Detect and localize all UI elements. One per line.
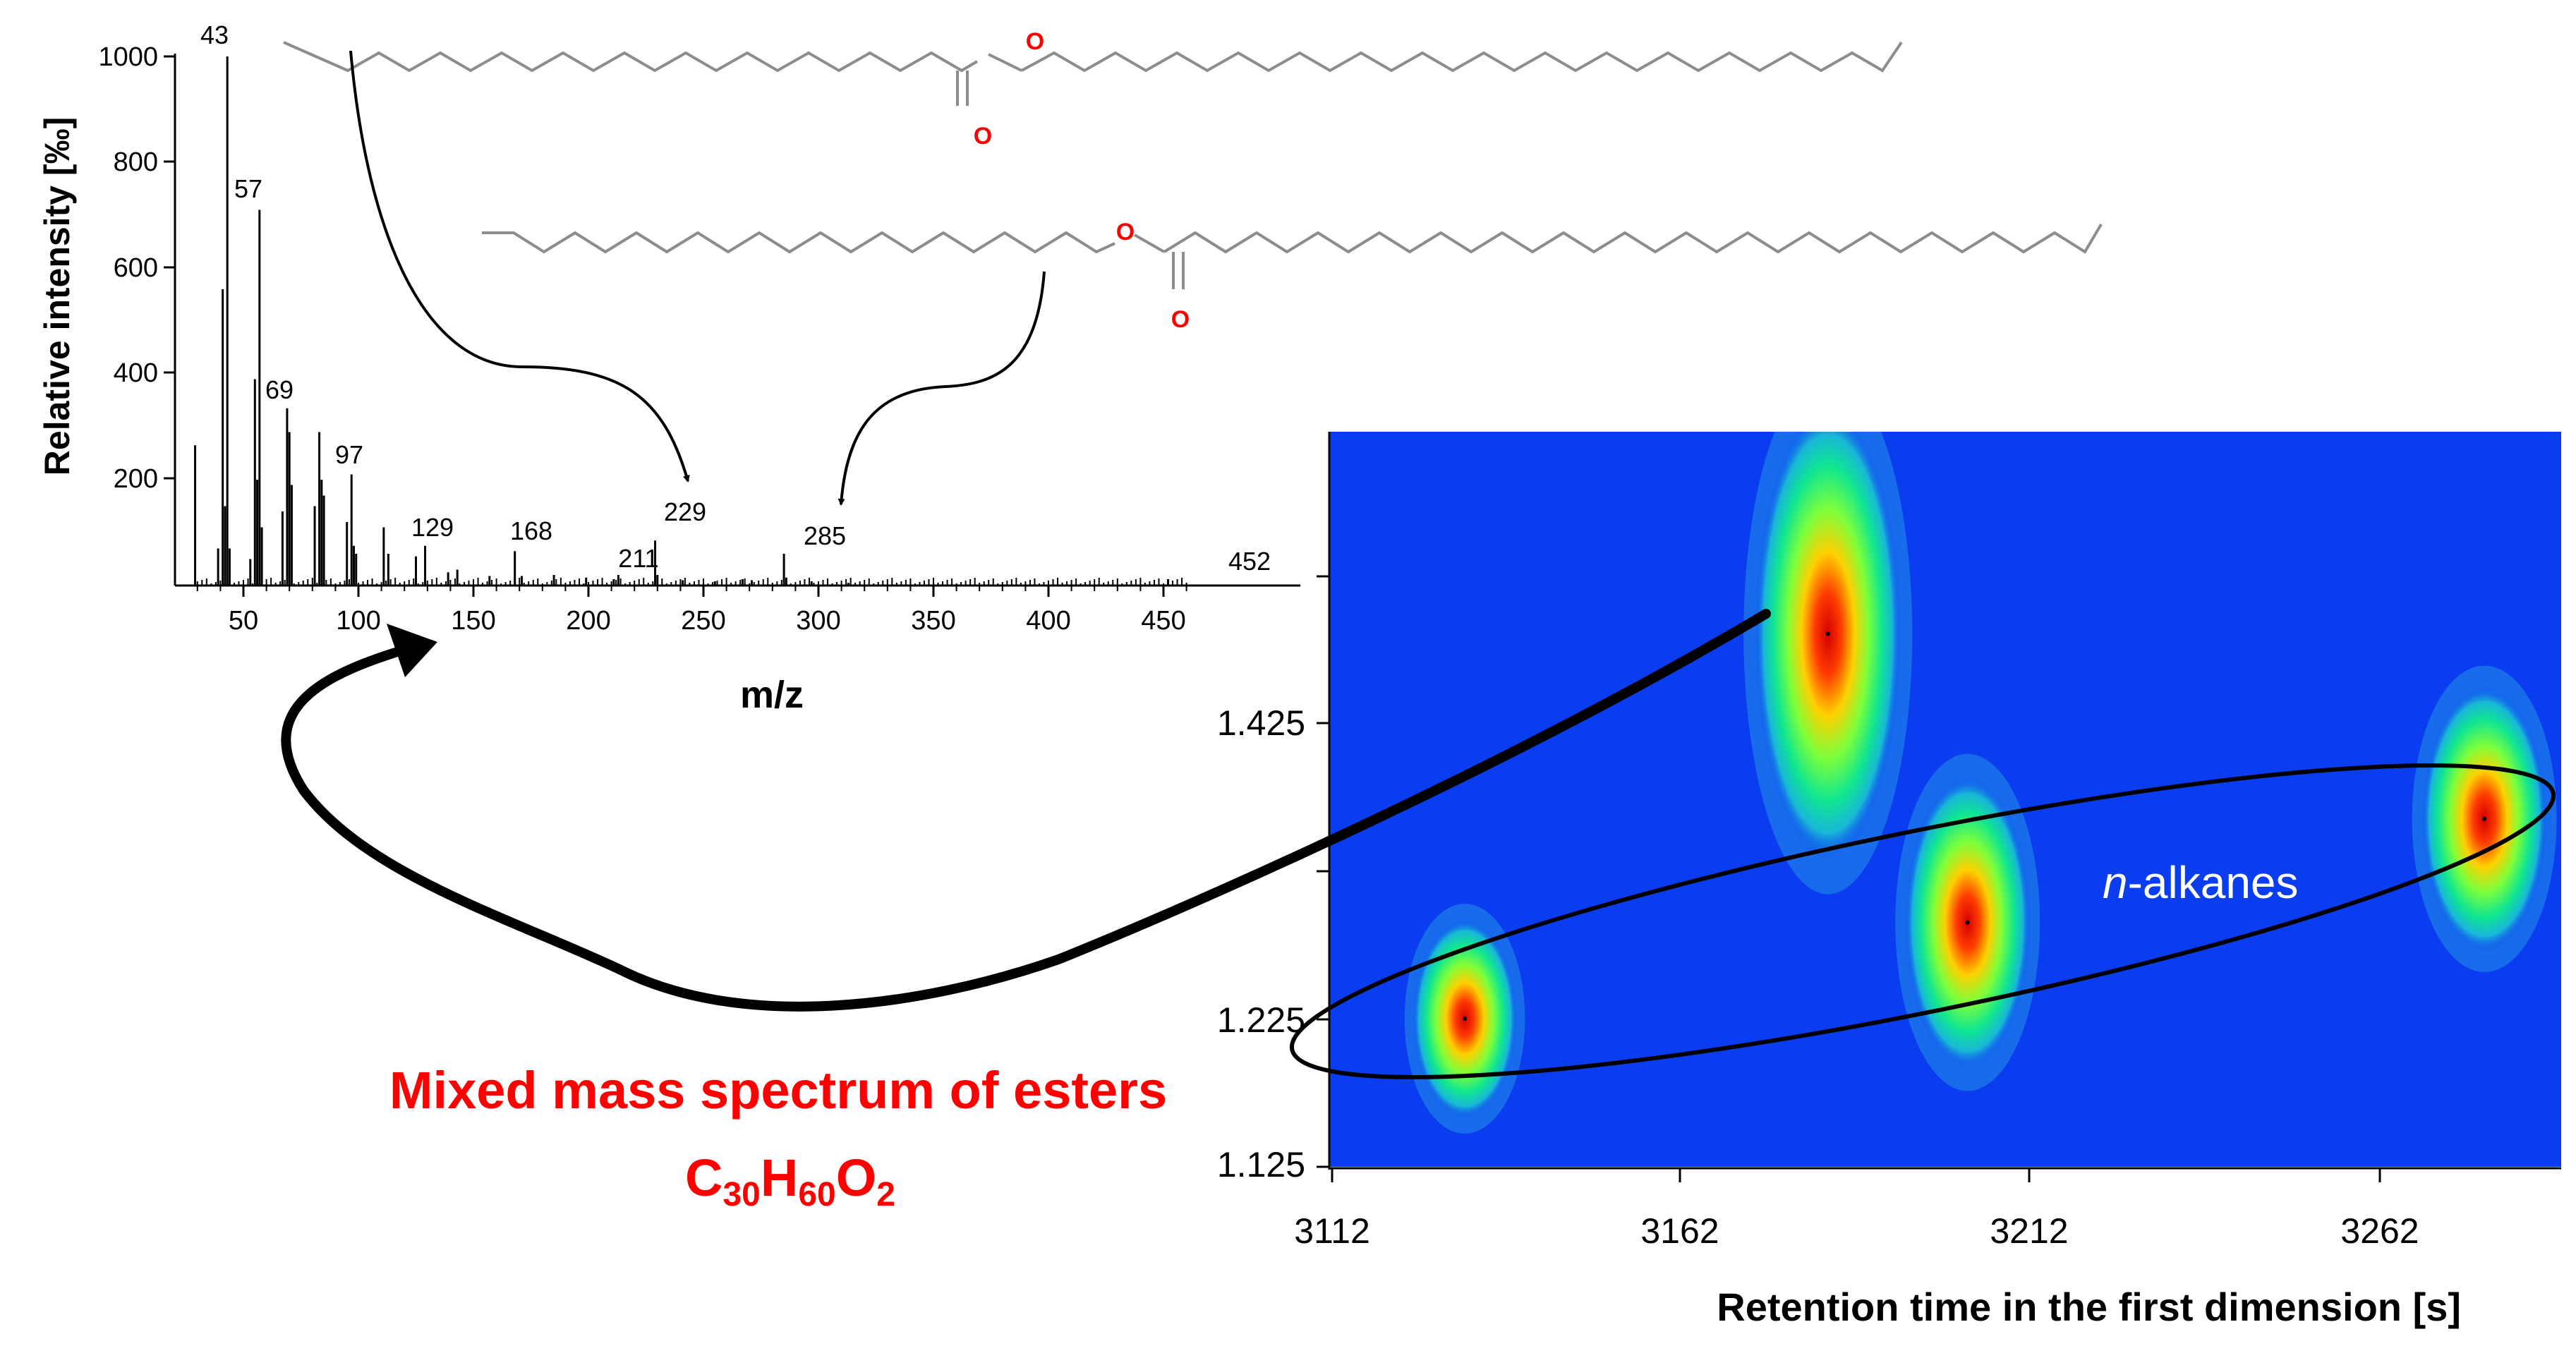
arrow-to-229 bbox=[349, 50, 690, 483]
ester1-ether-oxygen: O bbox=[1026, 28, 1044, 55]
ms-ytick-800: 800 bbox=[114, 147, 158, 177]
peak-label-285: 285 bbox=[804, 521, 846, 550]
contour-x-tick-labels: 3112 3162 3212 3262 bbox=[1294, 1211, 2419, 1251]
ms-ytick-400: 400 bbox=[114, 358, 158, 388]
caption-line1: Mixed mass spectrum of esters bbox=[389, 1061, 1167, 1120]
ms-x-tick-labels: 50 100 150 200 250 300 350 400 450 bbox=[229, 606, 1186, 636]
caption-formula: C30H60O2 bbox=[685, 1148, 895, 1213]
contour-x-ticks bbox=[1331, 1168, 2381, 1182]
arrow-to-285 bbox=[837, 271, 1046, 506]
ms-ytick-600: 600 bbox=[114, 253, 158, 283]
contour-plot: 1.425 1.225 1.125 3112 3162 3212 3262 Re… bbox=[1217, 432, 2561, 1329]
ms-xtick-150: 150 bbox=[451, 606, 495, 636]
peak-label-129: 129 bbox=[411, 513, 454, 542]
ester2-carbonyl-oxygen: O bbox=[1171, 306, 1190, 333]
peak-label-211: 211 bbox=[618, 544, 658, 573]
formula-c: C bbox=[685, 1148, 722, 1207]
ms-xtick-300: 300 bbox=[796, 606, 840, 636]
formula-o: O bbox=[836, 1148, 877, 1207]
ms-xtick-350: 350 bbox=[911, 606, 955, 636]
ester2-long-chain bbox=[1163, 223, 2103, 254]
contour-x-axis-label: Retention time in the first dimension [s… bbox=[1717, 1285, 2461, 1329]
contour-ytick-1425: 1.425 bbox=[1217, 703, 1305, 743]
contour-xtick-3112: 3112 bbox=[1294, 1211, 1370, 1251]
n-alkanes-annotation: n-alkanes bbox=[2103, 857, 2299, 908]
ms-xtick-50: 50 bbox=[229, 606, 258, 636]
formula-o-sub: 2 bbox=[876, 1176, 895, 1213]
big-arrow-head bbox=[387, 624, 437, 677]
ms-xtick-250: 250 bbox=[681, 606, 725, 636]
ms-xtick-400: 400 bbox=[1026, 606, 1070, 636]
ester2-ether-oxygen: O bbox=[1116, 219, 1135, 245]
contour-xtick-3212: 3212 bbox=[1990, 1211, 2068, 1251]
ester2-bond-oc bbox=[1134, 234, 1165, 253]
caption: Mixed mass spectrum of esters C30H60O2 bbox=[389, 1061, 1167, 1213]
ester1-alkyl-chain bbox=[1021, 41, 1903, 73]
contour-y-ticks bbox=[1317, 575, 1329, 1168]
n-alkanes-italic: n bbox=[2103, 857, 2128, 908]
ms-xtick-200: 200 bbox=[566, 606, 610, 636]
peak-label-69: 69 bbox=[265, 375, 294, 404]
peak-label-57: 57 bbox=[234, 174, 262, 203]
contour-ytick-1125: 1.125 bbox=[1217, 1145, 1305, 1184]
ms-peak-labels: 43 57 69 97 129 168 211 229 285 452 bbox=[200, 20, 1271, 576]
contour-xtick-3262: 3262 bbox=[2340, 1211, 2419, 1251]
contour-peak-apex-3 bbox=[1965, 920, 1970, 925]
ms-y-ticks bbox=[164, 55, 175, 480]
formula-h-sub: 60 bbox=[798, 1176, 835, 1213]
contour-y-tick-labels: 1.425 1.225 1.125 bbox=[1217, 703, 1305, 1184]
contour-xtick-3162: 3162 bbox=[1640, 1211, 1719, 1251]
ester2-acyl-chain bbox=[482, 231, 1115, 254]
ms-x-major-ticks bbox=[242, 586, 1165, 597]
contour-peak-apex-2 bbox=[1825, 631, 1830, 636]
ms-y-tick-labels: 1000 800 600 400 200 bbox=[98, 42, 158, 494]
ms-y-axis-label: Relative intensity [‰] bbox=[37, 117, 77, 475]
big-arrow bbox=[281, 609, 1771, 1012]
n-alkanes-ellipse bbox=[1289, 763, 2556, 1079]
peak-label-97: 97 bbox=[335, 440, 363, 469]
ms-x-minor-ticks bbox=[196, 586, 1187, 591]
ester-structure-1: O O bbox=[283, 28, 1903, 150]
n-alkanes-text: -alkanes bbox=[2128, 857, 2299, 908]
ms-x-axis-label: m/z bbox=[740, 674, 804, 716]
ms-ytick-1000: 1000 bbox=[98, 42, 158, 72]
ester-structure-2: O O bbox=[482, 219, 2103, 333]
ester1-bond-co bbox=[988, 53, 1022, 72]
mass-spectrum: 1000 800 600 400 200 50 100 150 200 250 … bbox=[37, 20, 1300, 716]
ms-xtick-450: 450 bbox=[1141, 606, 1185, 636]
fragment-arrows bbox=[349, 50, 1046, 506]
formula-h: H bbox=[761, 1148, 798, 1207]
peak-label-229: 229 bbox=[664, 497, 706, 526]
ester1-carbonyl-oxygen: O bbox=[974, 123, 992, 150]
ms-xtick-100: 100 bbox=[336, 606, 380, 636]
peak-label-168: 168 bbox=[510, 516, 552, 545]
big-arrow-curve bbox=[281, 609, 1771, 1012]
ester1-chain bbox=[283, 41, 979, 73]
contour-peak-apex-4 bbox=[2482, 816, 2487, 821]
peak-label-43: 43 bbox=[200, 20, 229, 49]
contour-peak-apex-1 bbox=[1463, 1017, 1468, 1021]
contour-ytick-1225: 1.225 bbox=[1217, 1000, 1305, 1040]
formula-c-sub: 30 bbox=[722, 1176, 760, 1213]
contour-peak-2 bbox=[1754, 432, 1901, 861]
ms-ytick-200: 200 bbox=[114, 464, 158, 494]
peak-label-452: 452 bbox=[1228, 547, 1271, 576]
